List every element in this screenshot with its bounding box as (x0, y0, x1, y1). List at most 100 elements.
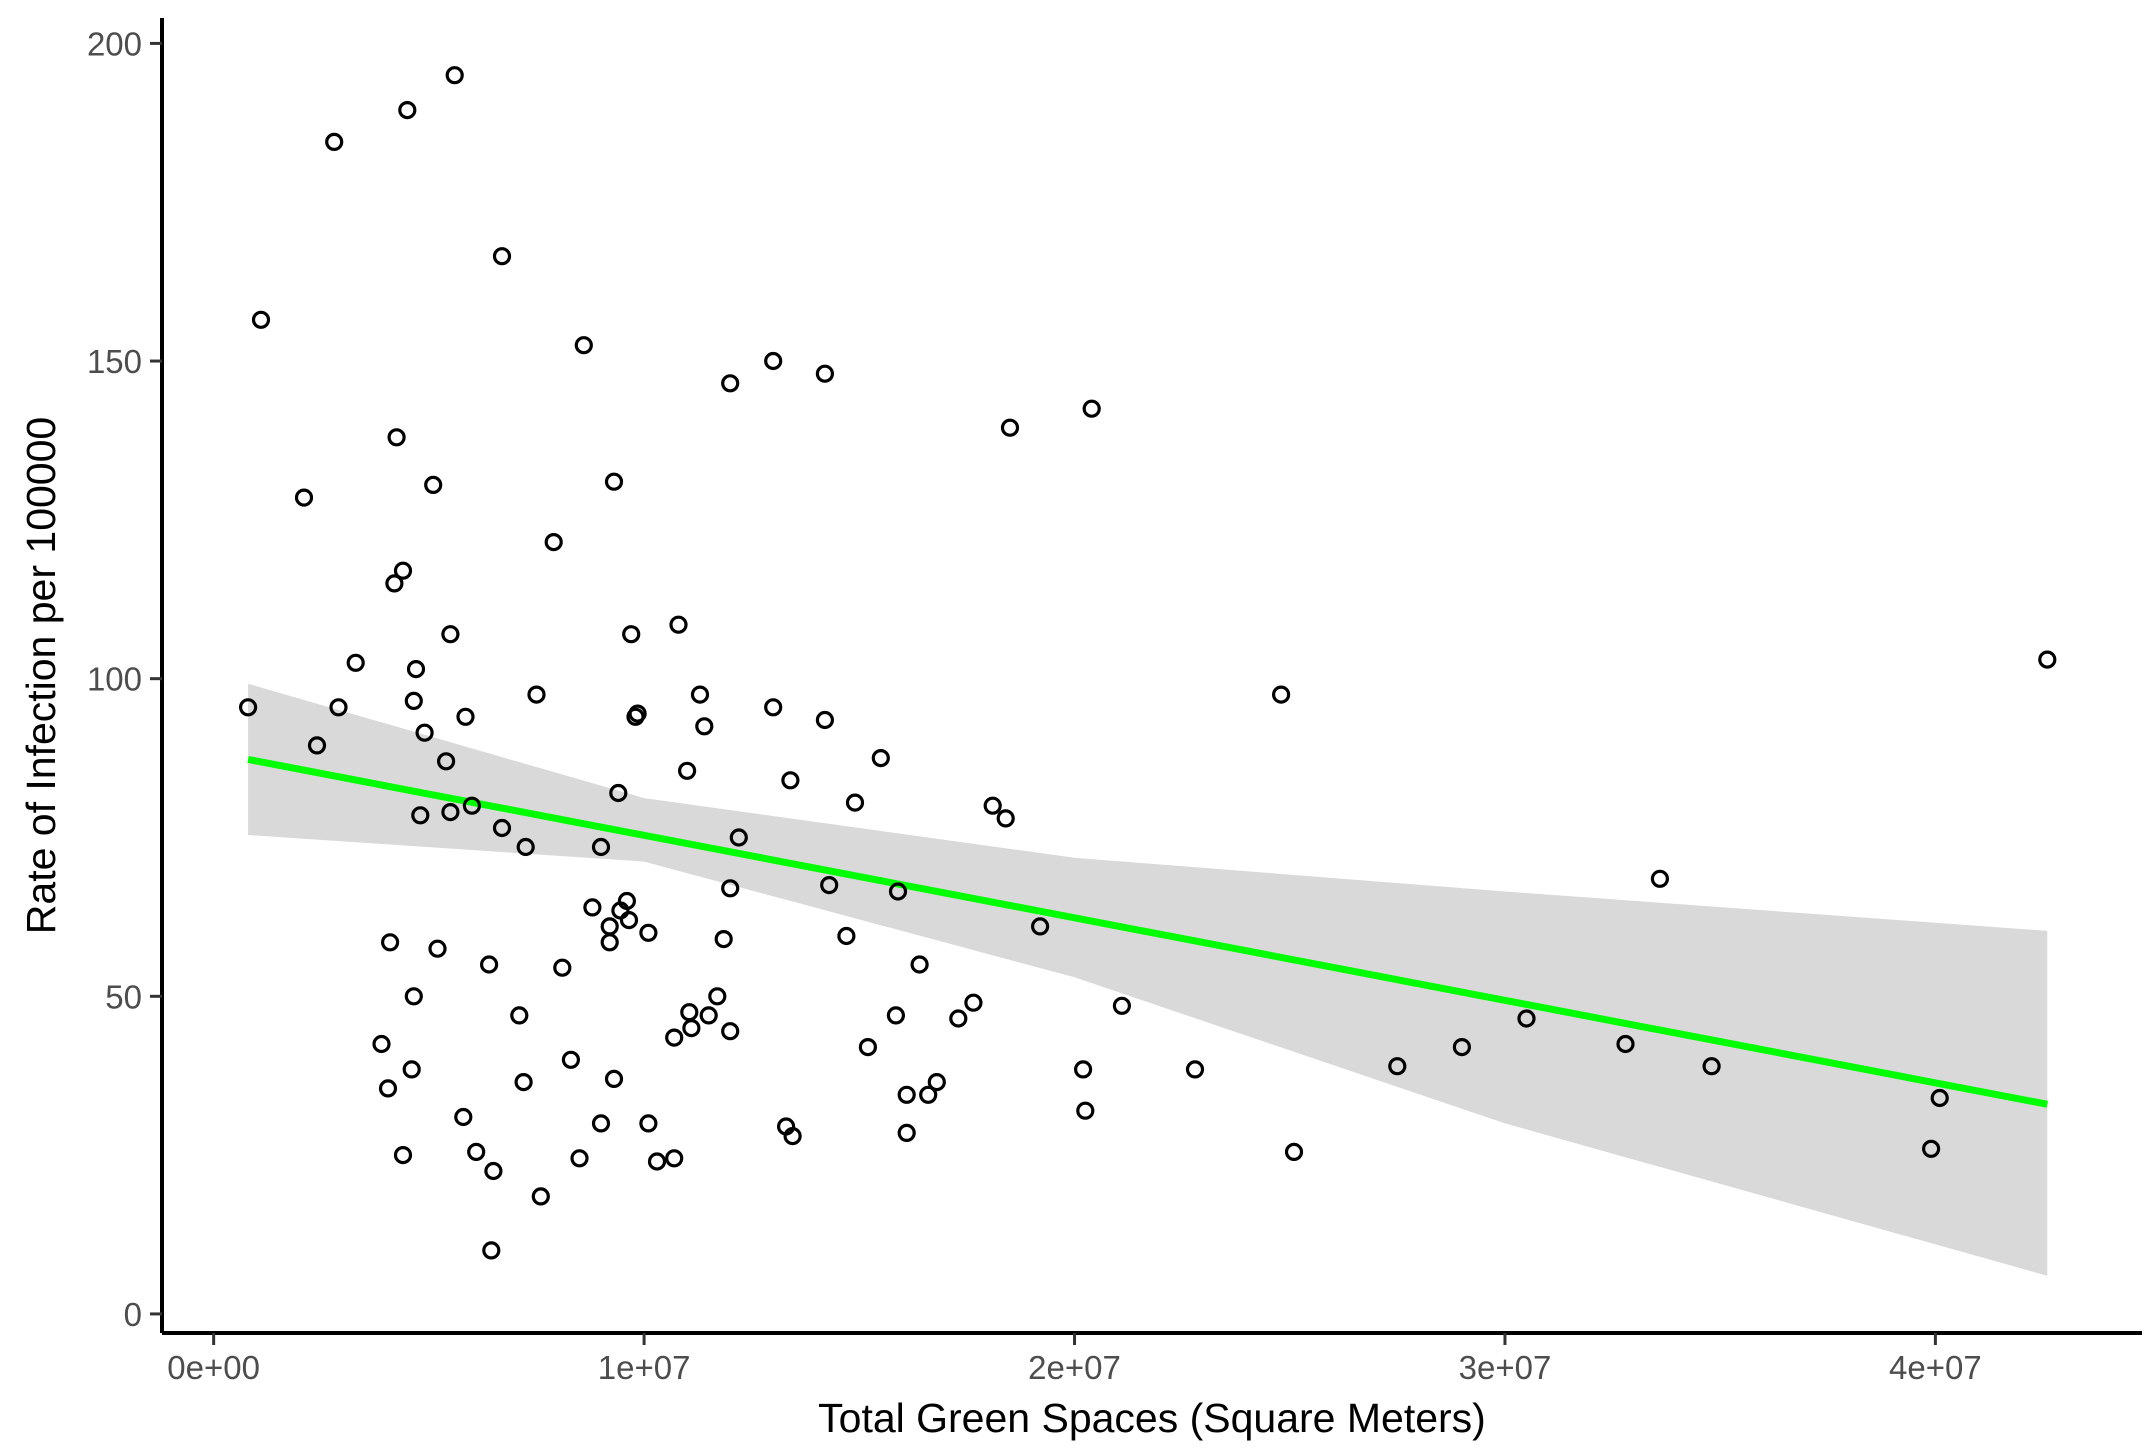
data-point (1073, 1060, 1093, 1079)
data-point (1921, 1139, 1941, 1158)
y-tick-label: 150 (87, 343, 142, 380)
data-point (1452, 1037, 1472, 1057)
data-point (239, 698, 258, 717)
data-point (783, 1126, 802, 1146)
data-point (441, 625, 460, 644)
data-point (680, 1003, 699, 1022)
data-point (815, 710, 835, 730)
y-axis-title: Rate of Infection per 100000 (18, 417, 64, 934)
data-point (482, 1241, 501, 1260)
data-point (492, 247, 512, 266)
data-point (604, 1069, 624, 1089)
x-tick-label: 0e+00 (167, 1349, 260, 1386)
data-point (665, 1149, 684, 1168)
data-point (764, 351, 783, 371)
data-point (398, 100, 417, 120)
data-point (404, 691, 423, 711)
data-point (437, 752, 456, 771)
data-point (325, 132, 344, 151)
data-point (441, 802, 460, 822)
data-point (1616, 1034, 1635, 1054)
data-point (1702, 1057, 1721, 1076)
data-point (527, 685, 546, 704)
data-point (721, 1022, 740, 1041)
data-points-layer (239, 66, 2057, 1260)
data-point (647, 1152, 667, 1171)
data-point (682, 1018, 701, 1038)
data-point (1112, 996, 1132, 1015)
data-point (378, 1079, 398, 1098)
data-point (619, 910, 639, 930)
data-point (695, 717, 714, 736)
data-point (583, 898, 602, 917)
data-point (897, 1085, 916, 1104)
data-point (1271, 685, 1291, 704)
data-point (1076, 1101, 1095, 1120)
data-point (639, 1114, 658, 1133)
data-point (307, 736, 327, 755)
data-point (346, 653, 365, 672)
data-point (690, 685, 710, 704)
data-point (871, 748, 890, 768)
data-point (1185, 1060, 1205, 1079)
data-point (294, 488, 314, 507)
data-point (2038, 650, 2057, 669)
x-tick-label: 3e+07 (1459, 1349, 1552, 1386)
data-point (729, 828, 748, 847)
data-point (600, 917, 619, 936)
data-point (1517, 1009, 1536, 1028)
confidence-band (248, 683, 2048, 1276)
regression-line-layer (247, 755, 2048, 1108)
data-point (888, 882, 908, 901)
data-point (639, 923, 658, 942)
data-point (964, 993, 983, 1012)
data-point (329, 698, 348, 717)
data-point (708, 987, 727, 1006)
x-tick-label: 2e+07 (1028, 1349, 1121, 1386)
x-tick-label: 4e+07 (1889, 1349, 1982, 1386)
data-point (393, 561, 413, 580)
axes-layer (160, 18, 2142, 1335)
data-point (699, 1006, 718, 1025)
data-point (404, 987, 423, 1006)
data-point (837, 926, 856, 946)
data-point (600, 933, 619, 952)
data-point (781, 771, 800, 790)
data-point (919, 1085, 938, 1104)
data-point (677, 761, 697, 780)
data-point (456, 707, 475, 726)
data-point (428, 939, 447, 958)
data-point (492, 818, 512, 838)
data-point (480, 955, 499, 974)
data-point (910, 955, 929, 974)
data-point (462, 796, 481, 815)
data-point (574, 336, 593, 355)
data-point (1650, 869, 1670, 888)
y-tick-label: 200 (87, 25, 142, 62)
data-point (372, 1034, 391, 1054)
data-point (1030, 917, 1050, 936)
data-point (820, 875, 839, 895)
data-point (983, 796, 1002, 815)
y-tick-label: 50 (105, 978, 142, 1015)
data-point (467, 1142, 486, 1162)
y-tick-label: 0 (124, 1296, 142, 1333)
data-point (897, 1123, 916, 1143)
data-point (514, 1072, 533, 1092)
data-point (1082, 399, 1101, 418)
data-point (387, 428, 406, 447)
data-point (628, 704, 647, 723)
data-point (510, 1006, 529, 1025)
data-point (609, 783, 628, 803)
data-point (406, 659, 426, 679)
data-point (561, 1050, 581, 1069)
x-tick-label: 1e+07 (598, 1349, 691, 1386)
data-point (721, 374, 740, 393)
data-point (454, 1107, 473, 1127)
data-point (445, 66, 464, 85)
confidence-band-layer (248, 683, 2048, 1276)
data-point (949, 1009, 968, 1028)
data-point (553, 958, 572, 977)
data-point (591, 1114, 611, 1133)
